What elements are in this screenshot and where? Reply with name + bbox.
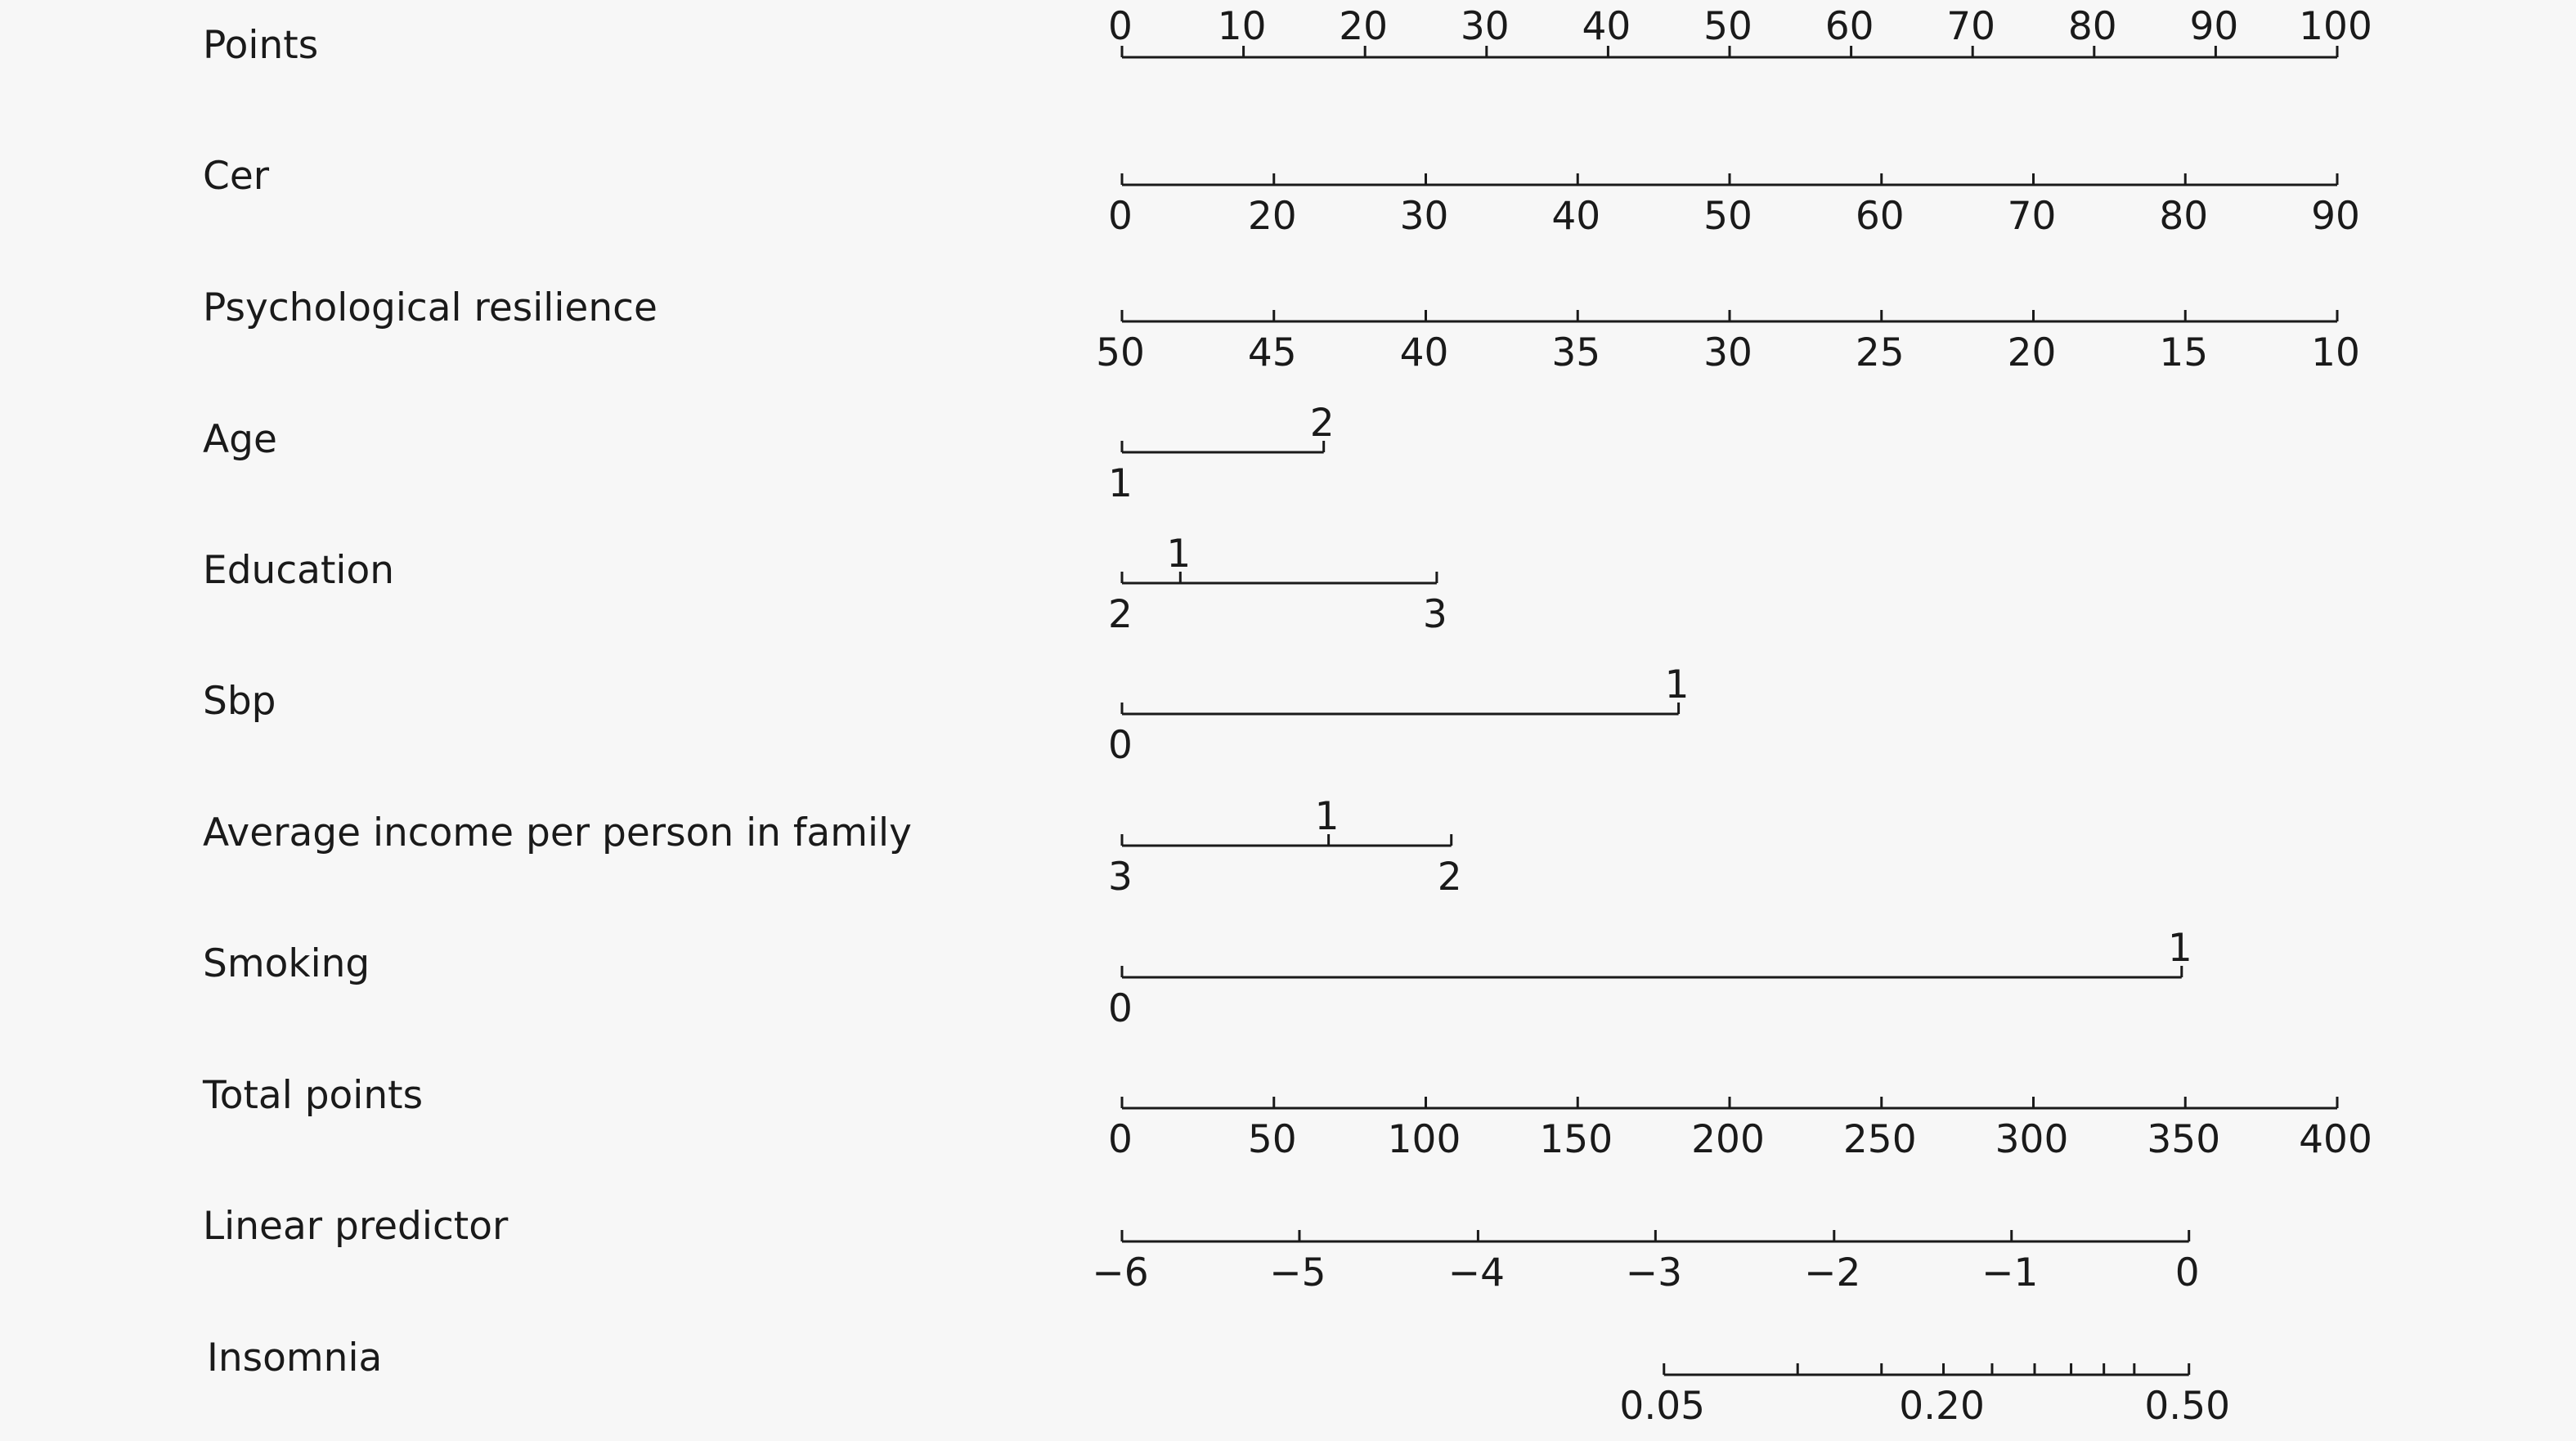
tick-label-psychological-resilience-1: 45 [1248,330,1297,375]
tick-label-total-points-4: 200 [1691,1117,1765,1162]
row-label-age: Age [203,417,277,462]
tick-label-cer-5: 60 [1856,194,1905,239]
row-education: Education 21 3 [203,532,1447,637]
tick-label-psychological-resilience-8: 10 [2311,330,2360,375]
tick-label-average-income-per-person-in-family-1: 1 [1315,794,1340,839]
tick-label-cer-1: 20 [1248,194,1297,239]
tick-label-cer-8: 90 [2311,194,2360,239]
tick-label-points-8: 80 [2068,4,2117,49]
tick-label-education-2: 3 [1423,592,1447,637]
tick-label-total-points-7: 350 [2147,1117,2220,1162]
tick-label-psychological-resilience-4: 30 [1703,330,1752,375]
tick-label-points-2: 20 [1339,4,1388,49]
tick-label-linear-predictor-0: −6 [1092,1250,1148,1295]
row-label-psychological-resilience: Psychological resilience [203,285,657,330]
tick-label-points-0: 0 [1108,4,1133,49]
row-psychological-resilience: Psychological resilience 50 45 40 35 30 25 20 15… [203,285,2360,375]
tick-label-smoking-1: 1 [2168,926,2192,971]
tick-label-age-0: 1 [1108,461,1133,506]
row-cer: Cer 0 20 30 40 50 60 70 80 90 [203,154,2360,239]
row-total-points: Total points 0 50 100 150 200 250 300 350 400 [202,1073,2372,1162]
row-label-cer: Cer [203,154,270,199]
tick-label-points-1: 10 [1218,4,1267,49]
row-sbp: Sbp 0 1 [203,662,1690,768]
tick-label-age-1: 2 [1310,401,1335,446]
tick-label-total-points-2: 100 [1388,1117,1461,1162]
row-label-points: Points [203,23,318,68]
tick-label-total-points-1: 50 [1248,1117,1297,1162]
tick-label-points-6: 60 [1825,4,1874,49]
tick-label-cer-6: 70 [2008,194,2057,239]
tick-label-cer-4: 50 [1703,194,1752,239]
tick-label-total-points-8: 400 [2299,1117,2372,1162]
row-linear-predictor: Linear predictor −6 −5 −4 −3 −2 −1 0 [203,1204,2200,1295]
tick-label-cer-2: 30 [1400,194,1449,239]
tick-label-sbp-0: 0 [1108,723,1133,768]
tick-label-cer-7: 80 [2159,194,2208,239]
row-label-linear-predictor: Linear predictor [203,1204,509,1249]
tick-label-psychological-resilience-6: 20 [2008,330,2057,375]
tick-label-education-1: 1 [1166,532,1191,577]
tick-label-linear-predictor-5: −1 [1981,1250,2038,1295]
tick-label-insomnia-0: 0.05 [1619,1384,1705,1429]
row-average-income-per-person-in-family: Average income per person in family 3 1 2 [203,794,1462,900]
tick-label-linear-predictor-1: −5 [1269,1250,1326,1295]
tick-label-points-5: 50 [1703,4,1752,49]
row-label-sbp: Sbp [203,679,276,724]
tick-label-insomnia-3: 0.20 [1899,1384,1985,1429]
tick-label-points-9: 90 [2189,4,2238,49]
tick-label-points-4: 40 [1582,4,1631,49]
row-label-average-income-per-person-in-family: Average income per person in family [203,810,912,855]
tick-label-smoking-0: 0 [1108,986,1133,1031]
tick-label-psychological-resilience-0: 50 [1096,330,1145,375]
tick-label-average-income-per-person-in-family-2: 2 [1438,855,1462,900]
tick-label-points-3: 30 [1461,4,1510,49]
tick-label-linear-predictor-2: −4 [1448,1250,1505,1295]
row-label-education: Education [203,548,394,593]
tick-label-linear-predictor-4: −2 [1804,1250,1860,1295]
row-points: Points 0 10 20 30 40 50 60 70 80 90 100 [203,4,2372,68]
tick-label-sbp-1: 1 [1665,662,1690,707]
tick-label-points-7: 70 [1946,4,1995,49]
row-label-insomnia: Insomnia [207,1336,382,1380]
tick-label-psychological-resilience-2: 40 [1400,330,1449,375]
row-label-smoking: Smoking [203,941,370,986]
tick-label-insomnia-9: 0.50 [2144,1384,2230,1429]
tick-label-linear-predictor-3: −3 [1626,1250,1682,1295]
tick-label-psychological-resilience-5: 25 [1856,330,1905,375]
tick-label-total-points-0: 0 [1108,1117,1133,1162]
row-age: Age 1 2 [203,401,1335,506]
tick-label-psychological-resilience-3: 35 [1551,330,1600,375]
tick-label-cer-0: 0 [1108,194,1133,239]
tick-label-cer-3: 40 [1551,194,1600,239]
tick-label-average-income-per-person-in-family-0: 3 [1108,855,1133,900]
tick-label-psychological-resilience-7: 15 [2159,330,2208,375]
tick-label-total-points-6: 300 [1995,1117,2069,1162]
tick-label-total-points-3: 150 [1539,1117,1613,1162]
row-insomnia: Insomnia 0.05 0.20 0.50 [207,1336,2230,1429]
row-smoking: Smoking 0 1 [203,926,2192,1031]
tick-label-points-10: 100 [2299,4,2372,49]
tick-label-linear-predictor-6: 0 [2175,1250,2200,1295]
tick-label-education-0: 2 [1108,592,1133,637]
tick-label-total-points-5: 250 [1843,1117,1917,1162]
row-label-total-points: Total points [202,1073,423,1118]
